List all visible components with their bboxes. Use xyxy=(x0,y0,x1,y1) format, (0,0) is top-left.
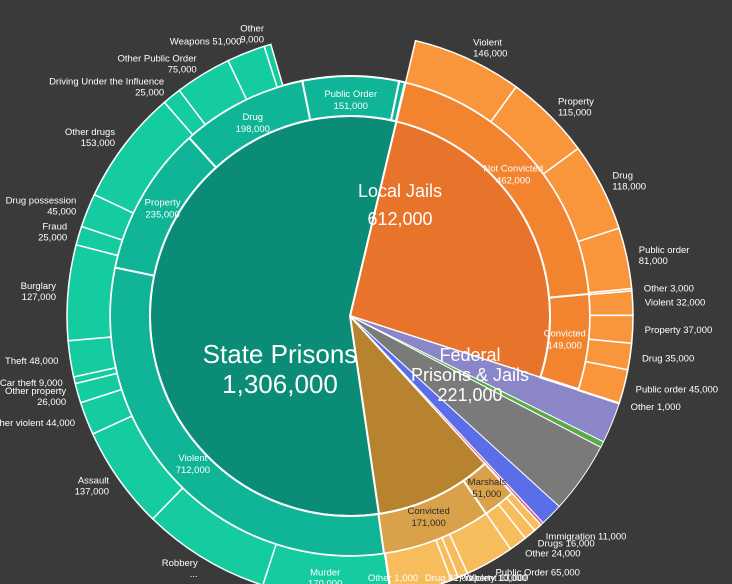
outer-slice-14 xyxy=(263,43,284,89)
middle-label-3: Public Order 151,000 xyxy=(324,89,377,112)
outer-label-17: Drug 118,000 xyxy=(612,171,646,193)
outer-label-19: Other 3,000 xyxy=(644,284,694,295)
inner-label-local: Local Jails 612,000 xyxy=(358,181,442,229)
outer-label-18: Public order 81,000 xyxy=(639,245,690,267)
outer-label-6: Theft 48,000 xyxy=(5,356,58,367)
middle-label-0: Violent 712,000 xyxy=(176,453,210,476)
outer-slice-7 xyxy=(66,243,119,342)
outer-slice-32 xyxy=(383,552,391,584)
outer-label-3: Other violent 44,000 xyxy=(0,418,75,429)
outer-label-13: Weapons 51,000 xyxy=(170,37,242,48)
outer-label-10: Other drugs 153,000 xyxy=(65,127,115,149)
middle-label-2: Drug 198,000 xyxy=(236,112,270,135)
outer-label-8: Fraud 25,000 xyxy=(38,222,67,244)
middle-label-5: Not Convicted 462,000 xyxy=(483,163,543,186)
outer-label-14: Other 9,000 xyxy=(240,23,264,45)
outer-label-29: Violent 13,000 xyxy=(468,573,529,584)
outer-label-0: Murder 170,000 xyxy=(308,568,342,584)
outer-label-20: Violent 32,000 xyxy=(645,297,706,308)
outer-label-24: Other 1,000 xyxy=(631,402,681,413)
outer-label-22: Drug 35,000 xyxy=(642,353,694,364)
outer-slice-20 xyxy=(588,290,634,317)
outer-label-30: Property 10,000 xyxy=(459,573,527,584)
inner-label-federal: Federal Prisons & Jails 221,000 xyxy=(411,345,529,405)
outer-label-27: Other 24,000 xyxy=(525,548,580,559)
outer-label-2: Assault 137,000 xyxy=(75,476,110,498)
outer-label-32: Other 1,000 xyxy=(368,573,418,584)
outer-label-5: Car theft 9,000 xyxy=(0,378,63,389)
outer-label-26: Drugs 16,000 xyxy=(538,539,595,550)
outer-label-28: Public Order 65,000 xyxy=(495,568,579,579)
outer-label-12: Other Public Order 75,000 xyxy=(117,53,196,75)
middle-label-8: Marshals 51,000 xyxy=(468,477,507,500)
outer-label-21: Property 37,000 xyxy=(645,325,713,336)
middle-label-1: Property 235,000 xyxy=(145,198,181,221)
outer-label-4: Other property 26,000 xyxy=(5,386,66,408)
inner-label-state: State Prisons 1,306,000 xyxy=(203,339,358,399)
outer-label-1: Robbery... xyxy=(162,558,198,580)
outer-label-16: Property 115,000 xyxy=(558,96,594,118)
outer-label-9: Drug possession 45,000 xyxy=(6,195,77,217)
middle-label-9: Convicted 171,000 xyxy=(408,506,450,529)
outer-label-31: Drug 81,000 xyxy=(425,573,477,584)
outer-label-7: Burglary 127,000 xyxy=(21,281,57,303)
outer-label-15: Violent 146,000 xyxy=(473,37,507,59)
middle-label-6: Convicted 149,000 xyxy=(544,329,586,352)
outer-label-23: Public order 45,000 xyxy=(636,385,718,396)
outer-label-11: Driving Under the Influence 25,000 xyxy=(49,76,164,98)
outer-slice-24 xyxy=(577,388,621,405)
outer-label-25: Immigration 11,000 xyxy=(546,532,627,543)
